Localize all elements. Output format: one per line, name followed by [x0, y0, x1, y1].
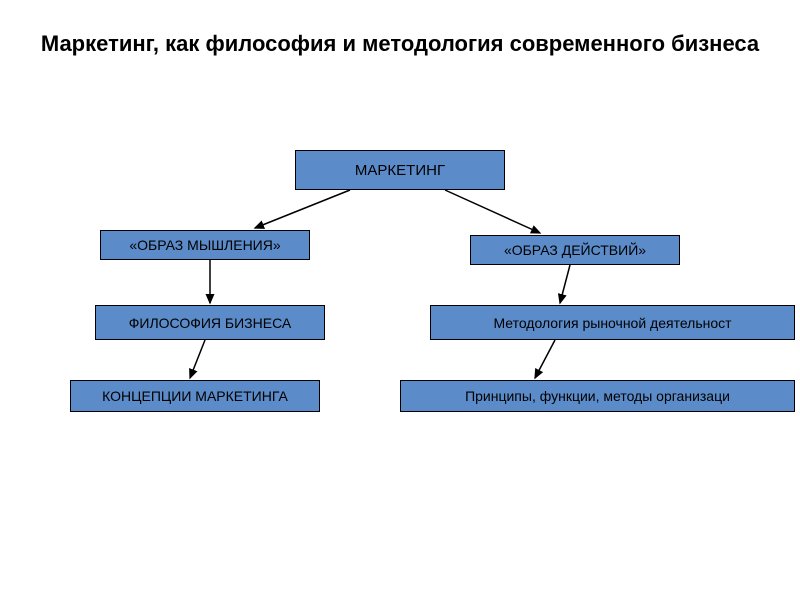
- arrows-layer: [0, 0, 800, 600]
- node-principles: Принципы, функции, методы организаци: [400, 380, 795, 412]
- edge-actions-methodology: [560, 265, 570, 303]
- node-methodology: Методология рыночной деятельност: [430, 305, 795, 340]
- edge-philosophy-concepts: [190, 340, 205, 378]
- edge-root-thinking: [255, 190, 350, 228]
- edge-methodology-principles: [535, 340, 555, 378]
- page-title: Маркетинг, как философия и методология с…: [0, 30, 800, 59]
- node-thinking: «ОБРАЗ МЫШЛЕНИЯ»: [100, 230, 310, 260]
- node-concepts: КОНЦЕПЦИИ МАРКЕТИНГА: [70, 380, 320, 412]
- node-actions: «ОБРАЗ ДЕЙСТВИЙ»: [470, 235, 680, 265]
- edge-root-actions: [445, 190, 540, 233]
- node-philosophy: ФИЛОСОФИЯ БИЗНЕСА: [95, 305, 325, 340]
- node-root: МАРКЕТИНГ: [295, 150, 505, 190]
